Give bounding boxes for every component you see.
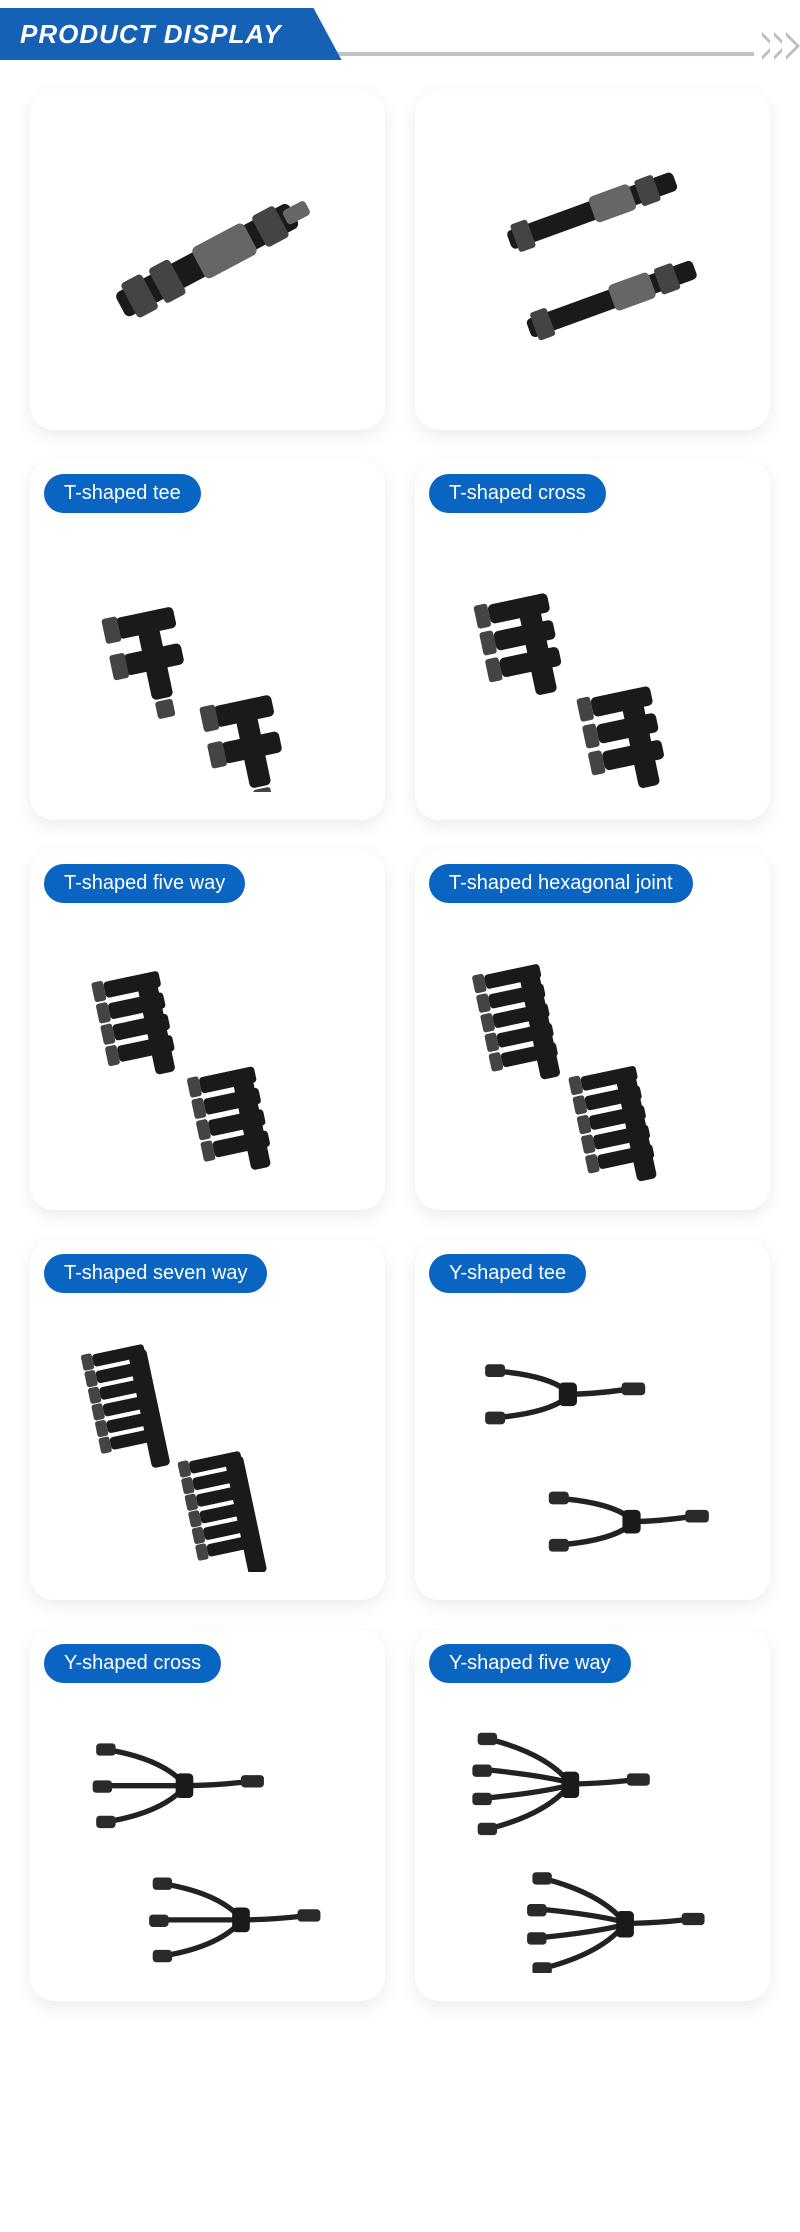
product-card: T-shaped cross bbox=[415, 460, 770, 820]
product-image bbox=[44, 913, 371, 1196]
t-tee-icon bbox=[61, 537, 355, 792]
product-card: T-shaped seven way bbox=[30, 1240, 385, 1600]
product-card: T-shaped five way bbox=[30, 850, 385, 1210]
header-title: PRODUCT DISPLAY bbox=[20, 19, 282, 50]
header-title-wrap: PRODUCT DISPLAY bbox=[0, 8, 342, 60]
product-card: T-shaped hexagonal joint bbox=[415, 850, 770, 1210]
product-card bbox=[415, 90, 770, 430]
header-stripe bbox=[322, 52, 754, 56]
product-image bbox=[429, 523, 756, 806]
product-image bbox=[44, 1693, 371, 1987]
product-image bbox=[429, 104, 756, 416]
y-tee-icon bbox=[456, 1317, 729, 1572]
product-grid: T-shaped tee bbox=[0, 90, 800, 2031]
product-image bbox=[44, 523, 371, 806]
product-label: T-shaped seven way bbox=[44, 1254, 267, 1293]
product-card: Y-shaped tee bbox=[415, 1240, 770, 1600]
product-label: Y-shaped cross bbox=[44, 1644, 221, 1683]
t-five-icon bbox=[71, 927, 344, 1182]
product-card: T-shaped tee bbox=[30, 460, 385, 820]
connector-pair-icon bbox=[445, 142, 739, 377]
y-cross-icon bbox=[75, 1708, 340, 1973]
t-hex-icon bbox=[456, 927, 729, 1182]
chevron-icon bbox=[786, 32, 800, 60]
product-image bbox=[429, 913, 756, 1196]
t-seven-icon bbox=[72, 1317, 344, 1572]
product-card: Y-shaped cross bbox=[30, 1630, 385, 2001]
product-image bbox=[429, 1693, 756, 1987]
product-card bbox=[30, 90, 385, 430]
product-label: Y-shaped five way bbox=[429, 1644, 631, 1683]
y-five-icon bbox=[460, 1708, 725, 1973]
header-bar: PRODUCT DISPLAY bbox=[0, 8, 800, 60]
product-label: T-shaped cross bbox=[429, 474, 606, 513]
product-image bbox=[44, 104, 371, 416]
product-image bbox=[44, 1303, 371, 1586]
t-cross-icon bbox=[446, 537, 740, 792]
product-label: T-shaped five way bbox=[44, 864, 245, 903]
product-image bbox=[429, 1303, 756, 1586]
connector-icon bbox=[60, 162, 354, 358]
product-label: T-shaped tee bbox=[44, 474, 201, 513]
product-card: Y-shaped five way bbox=[415, 1630, 770, 2001]
product-label: Y-shaped tee bbox=[429, 1254, 586, 1293]
chevron-icon-group bbox=[764, 32, 800, 60]
product-label: T-shaped hexagonal joint bbox=[429, 864, 693, 903]
